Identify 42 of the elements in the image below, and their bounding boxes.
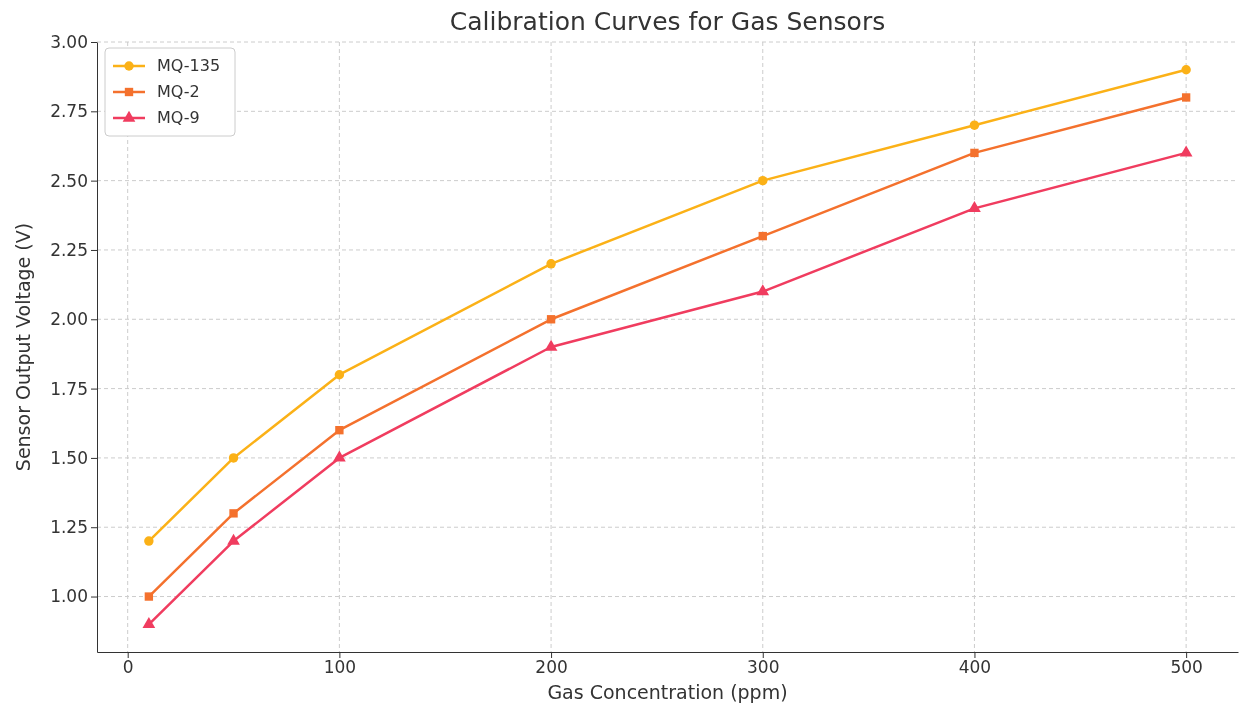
point [142,616,156,628]
point [758,175,768,186]
point [144,536,154,546]
point [544,339,558,351]
point [335,426,344,435]
legend-label: MQ-2 [157,82,200,101]
legend-label: MQ-9 [157,108,200,127]
x-tick-label: 400 [958,657,992,678]
y-tick-label: 2.25 [50,239,88,260]
y-tick-label: 3.00 [50,31,88,52]
x-tick-label: 500 [1170,657,1203,678]
y-tick-label: 1.25 [50,517,88,538]
x-tick-label: 0 [122,657,134,678]
x-tick-label: 100 [323,657,357,678]
point [334,370,345,380]
legend-label: MQ-135 [157,56,221,75]
point [227,533,240,545]
point [144,592,154,601]
y-tick-label: 1.75 [50,378,88,399]
x-axis-title: Gas Concentration (ppm) [547,681,788,703]
point [333,450,346,462]
point [1179,145,1193,157]
y-tick-label: 2.00 [50,309,88,330]
point [546,259,556,269]
point [229,509,238,518]
point [968,201,981,213]
point [546,315,556,324]
y-tick-label: 2.75 [50,101,88,122]
point [1181,93,1191,102]
point [228,453,239,463]
chart-title: Calibration Curves for Gas Sensors [449,7,886,36]
point [970,148,979,158]
point [758,231,767,241]
point [969,120,980,130]
y-axis-title: Sensor Output Voltage (V) [12,222,34,472]
y-tick-label: 1.50 [50,447,88,468]
point [756,284,770,296]
point [1181,65,1191,75]
y-tick-label: 2.50 [50,170,88,191]
x-tick-label: 200 [535,657,568,678]
y-tick-label: 1.00 [50,586,88,607]
x-tick-label: 300 [747,657,780,678]
